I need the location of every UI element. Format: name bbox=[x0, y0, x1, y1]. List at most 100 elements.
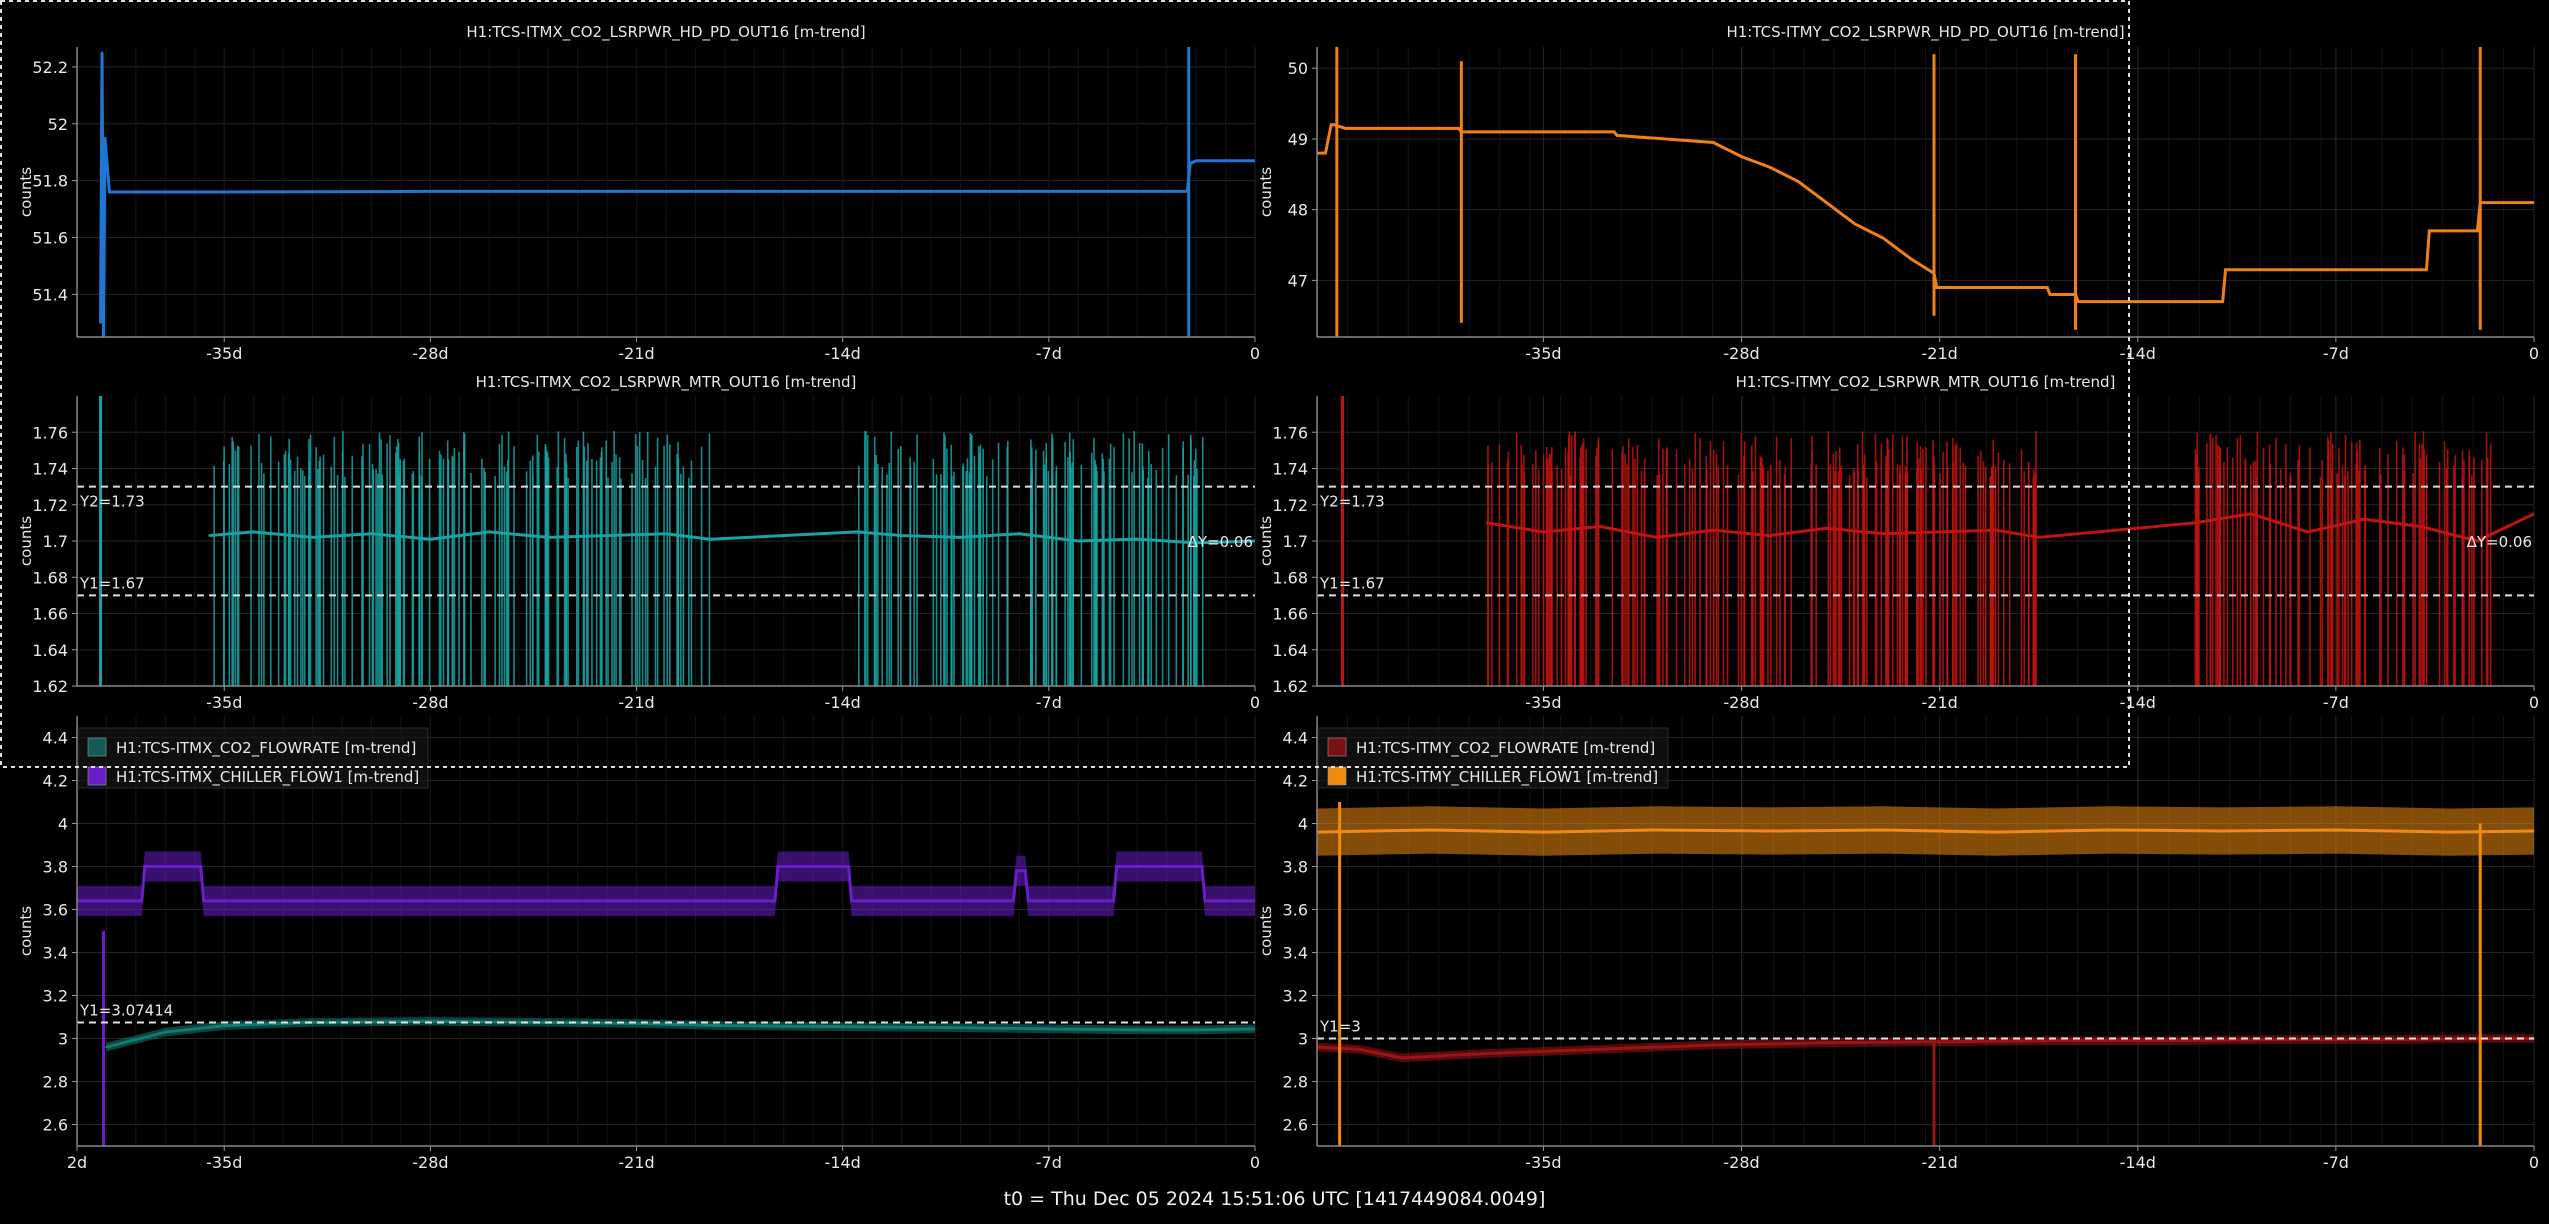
series-line bbox=[106, 1019, 1255, 1049]
data-point bbox=[1881, 236, 1885, 240]
data-point bbox=[1542, 830, 1545, 834]
x-tick-label: -7d bbox=[2323, 1153, 2349, 1172]
legend-label: H1:TCS-ITMY_CO2_FLOWRATE [m-trend] bbox=[1356, 739, 1655, 758]
y-cursor-label: Y1=3.07414 bbox=[79, 1002, 173, 1020]
y-tick-label: 1.72 bbox=[1272, 496, 1308, 515]
data-point bbox=[856, 530, 859, 534]
x-tick-label: -14d bbox=[825, 693, 861, 712]
data-point bbox=[1655, 536, 1658, 539]
data-point bbox=[2051, 1039, 2055, 1042]
selection-rectangle[interactable] bbox=[0, 0, 2130, 768]
x-tick-label: 2d bbox=[67, 1153, 87, 1172]
x-tick-label: -28d bbox=[1723, 344, 1759, 363]
y-tick-label: 1.66 bbox=[1272, 605, 1308, 624]
y-tick-label: 50 bbox=[1288, 59, 1308, 78]
y-tick-label: 1.64 bbox=[32, 641, 68, 660]
y-tick-label: 4.2 bbox=[43, 772, 68, 791]
series-line bbox=[209, 530, 1255, 545]
data-point bbox=[1015, 869, 1018, 872]
data-point bbox=[1825, 201, 1828, 204]
data-point bbox=[370, 532, 373, 535]
y-cursor-label: Y1=1.67 bbox=[1319, 574, 1385, 592]
data-point bbox=[1324, 151, 1327, 155]
data-point bbox=[2306, 530, 2309, 534]
data-point bbox=[2046, 286, 2049, 289]
series-line bbox=[99, 52, 1255, 337]
chart-panel-bl[interactable]: counts 2.6 2.8 3 3.2 3.4 3.6 3.8 4 4.2 4.4 2d -35d -2… bbox=[17, 716, 1260, 1172]
series-line bbox=[1486, 512, 2534, 543]
y-tick-label: 3.4 bbox=[1283, 944, 1308, 963]
data-point bbox=[105, 1045, 108, 1049]
chart-panel-tl[interactable]: H1:TCS-ITMX_CO2_LSRPWR_HD_PD_OUT16 [m-tr… bbox=[17, 23, 1260, 363]
y-tick-label: 3.4 bbox=[43, 944, 68, 963]
data-point bbox=[1938, 1040, 1941, 1043]
y-tick-label: 48 bbox=[1288, 201, 1308, 220]
y-axis-label: counts bbox=[17, 167, 35, 217]
x-tick-label: -35d bbox=[1525, 344, 1561, 363]
data-point bbox=[841, 1025, 844, 1028]
data-point bbox=[2476, 1037, 2479, 1040]
data-point bbox=[1796, 180, 1800, 183]
plot-area bbox=[99, 396, 1255, 686]
data-point bbox=[1047, 1027, 1051, 1031]
data-point bbox=[199, 865, 202, 868]
data-point bbox=[1203, 899, 1207, 903]
data-point bbox=[429, 190, 432, 193]
data-point bbox=[2108, 828, 2111, 832]
y-tick-label: 4.4 bbox=[1283, 729, 1308, 748]
series-line bbox=[1317, 828, 2534, 834]
data-point bbox=[2476, 539, 2479, 543]
y-tick-label: 49 bbox=[1288, 130, 1308, 149]
data-point bbox=[1768, 534, 1772, 537]
data-point bbox=[841, 190, 844, 193]
chart-title: H1:TCS-ITMY_CO2_LSRPWR_HD_PD_OUT16 [m-tr… bbox=[1726, 23, 2124, 42]
y-tick-label: 1.74 bbox=[32, 460, 68, 479]
chart-panel-mr[interactable]: H1:TCS-ITMY_CO2_LSRPWR_MTR_OUT16 [m-tren… bbox=[1257, 373, 2539, 712]
data-point bbox=[2419, 525, 2422, 528]
x-tick-label: -28d bbox=[412, 693, 448, 712]
x-tick-label: 0 bbox=[2529, 693, 2539, 712]
data-point bbox=[2447, 830, 2451, 834]
data-point bbox=[488, 530, 491, 534]
data-point bbox=[1136, 537, 1139, 541]
data-point bbox=[252, 530, 255, 534]
data-point bbox=[108, 190, 111, 194]
y-axis-label: counts bbox=[1257, 167, 1275, 217]
data-point bbox=[99, 321, 102, 324]
y-tick-label: 2.6 bbox=[1283, 1116, 1308, 1135]
data-point bbox=[773, 899, 777, 903]
x-tick-label: -35d bbox=[206, 344, 242, 363]
data-point bbox=[2224, 268, 2227, 272]
data-point bbox=[2037, 536, 2040, 539]
x-tick-label: -28d bbox=[412, 1153, 448, 1172]
data-point bbox=[1194, 159, 1198, 162]
legend-label: H1:TCS-ITMY_CHILLER_FLOW1 [m-trend] bbox=[1356, 768, 1658, 787]
x-tick-label: -7d bbox=[1036, 693, 1062, 712]
data-point bbox=[2077, 300, 2080, 303]
data-point bbox=[605, 534, 609, 537]
data-point bbox=[429, 537, 432, 541]
y-cursor-label: Y2=1.73 bbox=[1319, 493, 1385, 511]
legend[interactable]: H1:TCS-ITMY_CO2_FLOWRATE [m-trend] H1:TCS… bbox=[1317, 727, 1669, 789]
plot-area bbox=[1317, 47, 2534, 337]
delta-y-label: ΔY=0.06 bbox=[2467, 533, 2532, 551]
data-point bbox=[1825, 1041, 1828, 1045]
data-point bbox=[1938, 530, 1941, 534]
data-point bbox=[1253, 539, 1255, 543]
data-point bbox=[1485, 1052, 1489, 1055]
data-point bbox=[1825, 527, 1828, 530]
legend[interactable]: H1:TCS-ITMX_CO2_FLOWRATE [m-trend] H1:TCS… bbox=[77, 727, 429, 789]
y-tick-label: 4.4 bbox=[43, 729, 68, 748]
chart-title: H1:TCS-ITMY_CO2_LSRPWR_MTR_OUT16 [m-tren… bbox=[1736, 373, 2116, 392]
y-tick-label: 1.76 bbox=[32, 423, 68, 442]
data-point bbox=[1429, 828, 1432, 832]
chart-panel-ml[interactable]: H1:TCS-ITMX_CO2_LSRPWR_MTR_OUT16 [m-tren… bbox=[17, 373, 1260, 712]
y-tick-label: 1.68 bbox=[1272, 568, 1308, 587]
data-point bbox=[2221, 300, 2224, 303]
data-point bbox=[311, 536, 314, 539]
y-tick-label: 51.6 bbox=[32, 228, 68, 247]
chart-panel-tr[interactable]: H1:TCS-ITMY_CO2_LSRPWR_HD_PD_OUT16 [m-tr… bbox=[1257, 23, 2539, 363]
y-tick-label: 3.6 bbox=[1283, 901, 1308, 920]
chart-panel-br[interactable]: counts 2.6 2.8 3 3.2 3.4 3.6 3.8 4 4.2 4.4 -35d -28d… bbox=[1257, 716, 2539, 1172]
